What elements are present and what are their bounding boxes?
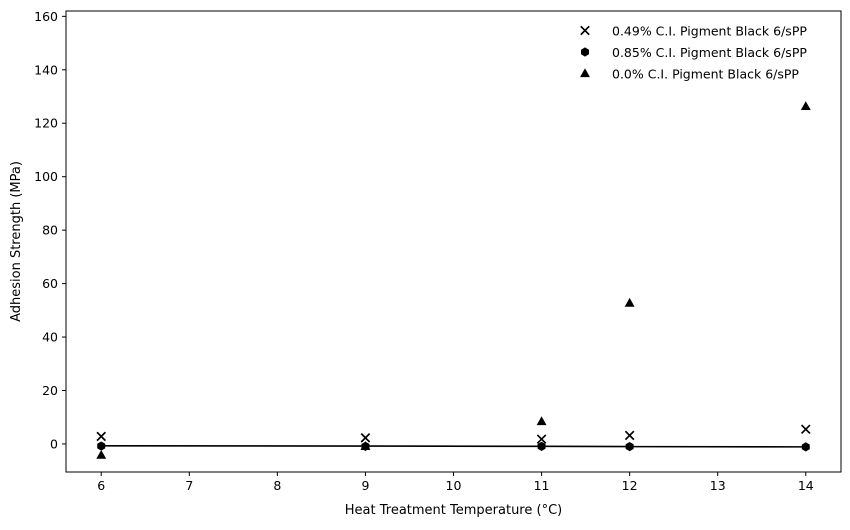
legend-marker (580, 25, 590, 36)
legend-label: 0.85% C.I. Pigment Black 6/sPP (612, 45, 807, 60)
series-3 (96, 101, 811, 459)
legend-marker (581, 47, 589, 57)
x-axis: 6 7 8 9 10 11 12 13 14 (97, 472, 814, 493)
data-point (360, 432, 371, 443)
y-tick-label: 100 (34, 169, 58, 184)
x-tick-label: 14 (798, 478, 814, 493)
y-tick-label: 20 (42, 383, 58, 398)
legend-item: 0.49% C.I. Pigment Black 6/sPP (580, 24, 807, 39)
x-tick-label: 9 (361, 478, 369, 493)
x-axis-label: Heat Treatment Temperature (°C) (345, 503, 562, 518)
data-point (624, 430, 635, 441)
legend-item: 0.0% C.I. Pigment Black 6/sPP (580, 67, 799, 82)
data-point (96, 431, 107, 442)
x-tick-label: 11 (534, 478, 550, 493)
data-point (536, 434, 547, 444)
series-1 (96, 424, 811, 444)
legend: 0.49% C.I. Pigment Black 6/sPP 0.85% C.I.… (580, 24, 807, 82)
y-tick-label: 60 (42, 276, 58, 291)
x-tick-label: 8 (273, 478, 281, 493)
data-point (624, 297, 635, 307)
fit-line (101, 445, 806, 448)
data-point (537, 441, 546, 451)
x-tick-label: 6 (97, 478, 105, 493)
legend-label: 0.49% C.I. Pigment Black 6/sPP (612, 24, 807, 39)
y-tick-label: 0 (50, 436, 58, 451)
x-tick-label: 13 (710, 478, 726, 493)
y-tick-label: 40 (42, 330, 58, 345)
x-tick-label: 7 (185, 478, 193, 493)
marks-layer (96, 101, 811, 459)
y-axis-label: Adhesion Strength (MPa) (9, 161, 24, 322)
data-point (96, 449, 107, 459)
legend-item: 0.85% C.I. Pigment Black 6/sPP (581, 45, 807, 60)
y-tick-label: 140 (34, 62, 58, 77)
data-point (625, 442, 634, 452)
y-tick-label: 160 (34, 9, 58, 24)
y-axis: 0 20 40 60 80 100 120 140 160 (34, 9, 66, 451)
fit-line-layer (101, 445, 806, 448)
legend-marker (580, 68, 590, 78)
data-point (801, 442, 810, 452)
y-tick-label: 120 (34, 116, 58, 131)
x-tick-label: 12 (622, 478, 638, 493)
data-point (97, 441, 106, 451)
data-point (800, 424, 811, 435)
x-tick-label: 10 (446, 478, 462, 493)
data-point (360, 441, 371, 450)
data-point (536, 416, 547, 426)
y-tick-label: 80 (42, 223, 58, 238)
legend-label: 0.0% C.I. Pigment Black 6/sPP (612, 67, 799, 82)
data-point (800, 101, 811, 111)
